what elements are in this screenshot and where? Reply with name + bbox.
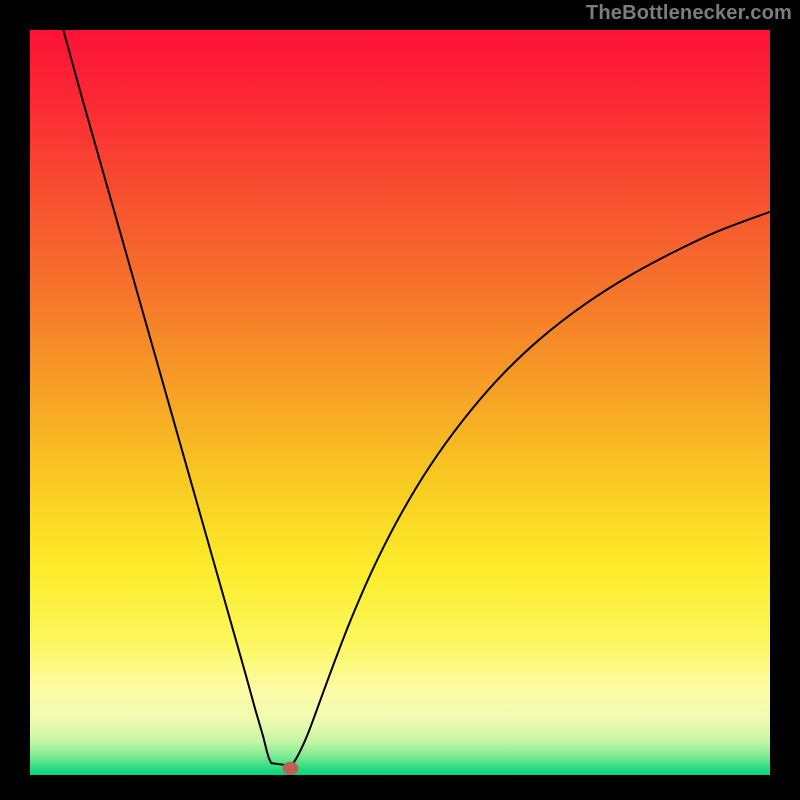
optimum-marker	[282, 762, 298, 775]
chart-svg	[0, 0, 800, 800]
watermark-label: TheBottlenecker.com	[586, 2, 792, 25]
plot-background	[30, 30, 770, 775]
bottleneck-chart	[0, 0, 800, 800]
